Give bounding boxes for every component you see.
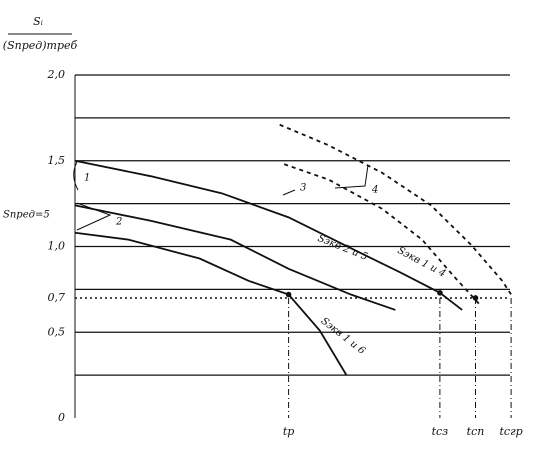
bracket-2 [76,202,112,231]
annotation: Sпред=5 [3,210,50,221]
curve [74,159,463,311]
y-label-bottom: (Sпред)треб [3,39,78,52]
x-tick-label: tсп [467,425,485,438]
point [437,290,443,296]
point [472,295,479,301]
y-tick-label: 2,0 [47,68,66,81]
annotation: 1 [84,173,90,184]
y-tick-label: 0,7 [48,291,66,304]
curve [279,123,512,296]
x-tick-label: tсгр [500,425,523,438]
curve [283,163,481,306]
leader-4 [334,164,369,189]
y-tick-label: 1,0 [48,240,66,253]
annotation: 4 [371,185,378,196]
curve [74,231,348,376]
x-tick-label: tсз [432,425,449,438]
bracket-1 [73,161,79,191]
y-tick-label: 0,5 [48,325,66,338]
point [285,291,292,298]
annotation: 2 [115,217,122,228]
leader-3 [282,189,296,196]
annotation: Sэкв 1 и 6 [319,316,368,358]
annotation: Sэкв 2 и 5 [316,233,369,263]
annotation: 3 [300,183,306,194]
curve [74,204,396,311]
x-tick-label: tp [283,425,294,438]
y-label-top: Sᵢ [33,15,43,28]
y-tick-label: 0 [58,411,65,424]
y-tick-label: 1,5 [48,154,66,167]
